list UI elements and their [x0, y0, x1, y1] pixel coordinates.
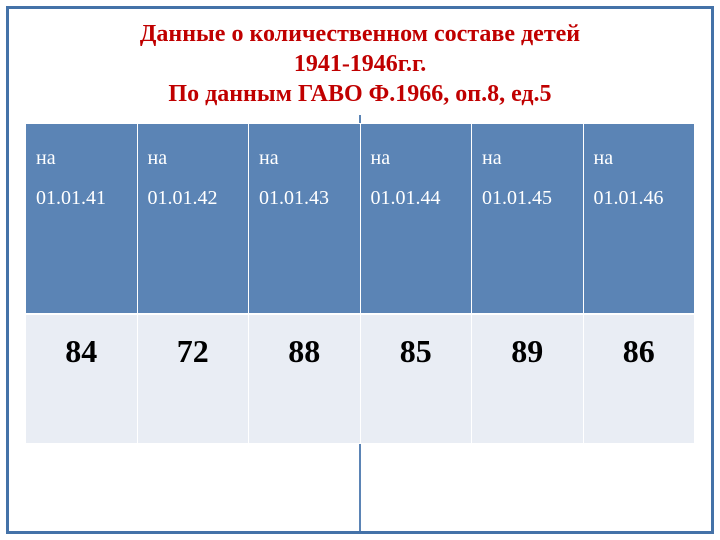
table-cell: 89: [472, 314, 584, 444]
table-container: на 01.01.41 на 01.01.42 на 01.01.43 на 0…: [9, 123, 711, 444]
title-line-1: Данные о количественном составе детей: [140, 21, 580, 47]
header-prefix: на: [36, 138, 127, 178]
header-date: 01.01.44: [371, 178, 462, 218]
table-cell: 85: [360, 314, 472, 444]
table-header-cell: на 01.01.43: [249, 124, 361, 314]
slide-title: Данные о количественном составе детей 19…: [9, 9, 711, 123]
table-cell: 72: [137, 314, 249, 444]
title-line-2: 1941-1946г.г.: [294, 51, 426, 77]
table-header-cell: на 01.01.46: [583, 124, 695, 314]
header-date: 01.01.41: [36, 178, 127, 218]
table-header-row: на 01.01.41 на 01.01.42 на 01.01.43 на 0…: [26, 124, 695, 314]
table-cell: 88: [249, 314, 361, 444]
table-cell: 84: [26, 314, 138, 444]
table-row: 84 72 88 85 89 86: [26, 314, 695, 444]
header-prefix: на: [594, 138, 685, 178]
header-prefix: на: [148, 138, 239, 178]
data-table: на 01.01.41 на 01.01.42 на 01.01.43 на 0…: [25, 123, 695, 444]
header-date: 01.01.42: [148, 178, 239, 218]
table-header-cell: на 01.01.44: [360, 124, 472, 314]
header-date: 01.01.46: [594, 178, 685, 218]
table-cell: 86: [583, 314, 695, 444]
table-header-cell: на 01.01.41: [26, 124, 138, 314]
header-prefix: на: [371, 138, 462, 178]
header-prefix: на: [259, 138, 350, 178]
title-line-3: По данным ГАВО Ф.1966, оп.8, ед.5: [168, 81, 551, 107]
header-prefix: на: [482, 138, 573, 178]
slide-frame: Данные о количественном составе детей 19…: [6, 6, 714, 534]
header-date: 01.01.43: [259, 178, 350, 218]
table-header-cell: на 01.01.42: [137, 124, 249, 314]
table-header-cell: на 01.01.45: [472, 124, 584, 314]
header-date: 01.01.45: [482, 178, 573, 218]
